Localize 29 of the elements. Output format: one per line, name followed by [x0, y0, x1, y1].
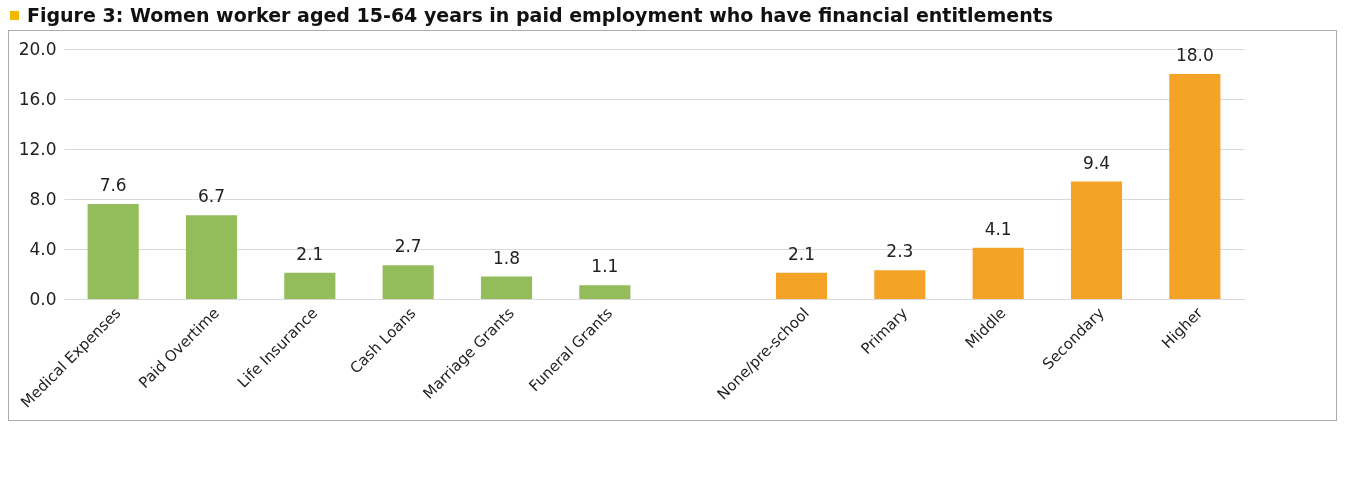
- bar: [1169, 74, 1221, 299]
- bar: [775, 272, 828, 299]
- y-tick-label: 8.0: [29, 188, 57, 209]
- y-tick-label: 12.0: [18, 138, 57, 159]
- bar: [874, 270, 926, 299]
- data-label: 7.6: [99, 175, 127, 195]
- data-label: 2.1: [296, 243, 324, 264]
- bar: [382, 265, 434, 299]
- bar: [480, 276, 533, 299]
- bar: [1070, 181, 1123, 299]
- data-label: 18.0: [1175, 45, 1214, 65]
- bar: [972, 247, 1024, 299]
- chart-title: Figure 3: Women worker aged 15-64 years in paid employment who have financial entitlements: [27, 4, 1054, 26]
- bar: [87, 204, 139, 299]
- data-label: 4.1: [984, 218, 1012, 239]
- y-tick-label: 20.0: [18, 38, 57, 59]
- data-label: 1.8: [492, 247, 521, 268]
- bar: [185, 215, 238, 299]
- data-label: 9.4: [1082, 152, 1111, 173]
- data-label: 1.1: [591, 256, 619, 277]
- bar: [579, 285, 631, 299]
- data-label: 2.1: [787, 243, 816, 264]
- data-label: 2.7: [394, 236, 422, 257]
- y-tick-label: 4.0: [29, 238, 57, 259]
- y-tick-label: 16.0: [18, 88, 57, 109]
- bar: [284, 272, 336, 299]
- y-tick-label: 0.0: [29, 288, 57, 309]
- data-label: 6.7: [197, 186, 226, 207]
- data-label: 2.3: [886, 241, 914, 262]
